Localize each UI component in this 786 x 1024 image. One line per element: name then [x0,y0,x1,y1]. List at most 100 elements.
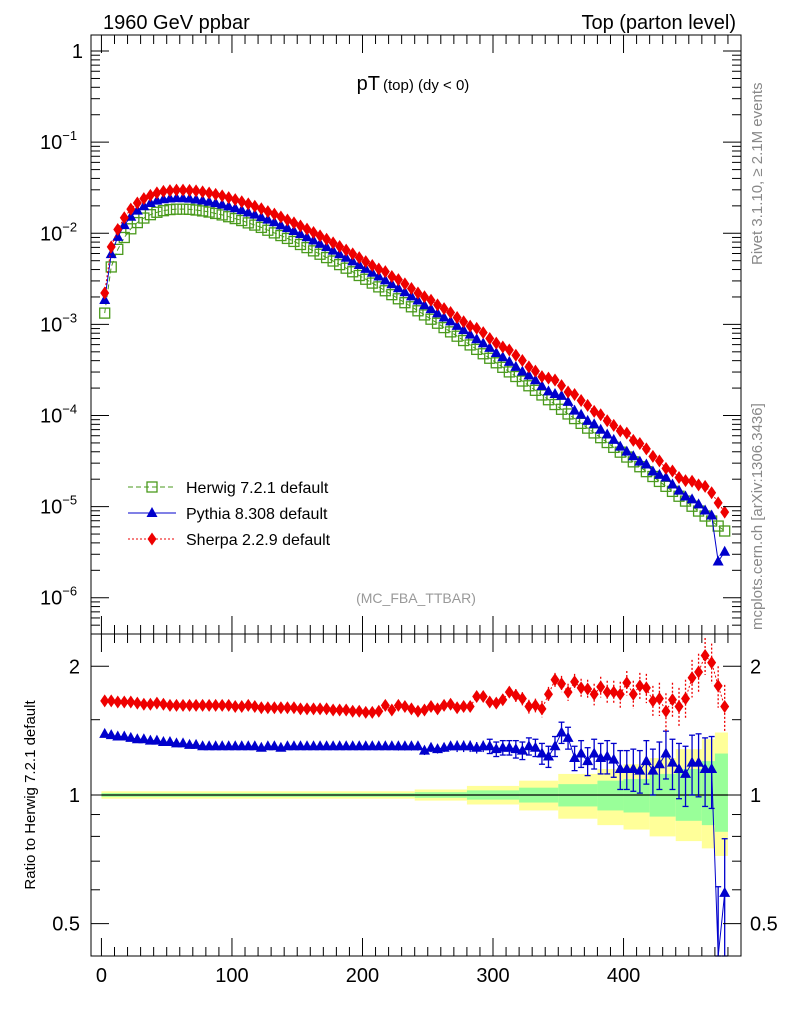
pythia-main-point [308,234,320,245]
sherpa-ratio-point [100,694,110,708]
sherpa-ratio-point [106,694,116,708]
pythia-main-point [614,440,626,451]
sherpa-main-point [100,286,110,300]
sherpa-ratio-point [413,704,423,718]
pythia-main-point [334,248,346,259]
sherpa-main-point [269,207,279,221]
sherpa-main-point [700,479,710,493]
pythia-ratio-point [653,758,665,769]
sherpa-ratio-point [119,695,129,709]
pythia-main-point [660,471,672,482]
herwig-main-point [307,245,320,257]
pythia-ratio-point [673,763,685,774]
pythia-main-point [601,428,613,439]
mcplots-label: mcplots.cern.ch [arXiv:1306.3436] [749,403,766,630]
sherpa-main-point [152,186,162,200]
sherpa-ratio-point [439,698,449,712]
herwig-main-point [320,251,333,264]
sherpa-ratio-point [707,656,717,670]
sherpa-main-point [230,193,240,207]
pythia-main-point [242,206,254,217]
plot-title-sub: (top) (dy < 0) [383,77,469,94]
sherpa-ratio-point [328,703,338,717]
sherpa-main-point [452,311,462,325]
pythia-main-point [608,433,620,444]
pythia-main-point [314,237,326,248]
x-tick-label: 200 [346,965,379,987]
pythia-main-point [138,200,150,211]
sherpa-ratio-point [563,685,573,699]
sherpa-main-point [615,424,625,438]
sherpa-main-point [491,336,501,350]
sherpa-main-point [393,273,403,287]
herwig-main-point [347,266,359,278]
pythia-ratio-point [529,741,541,752]
pythia-ratio-point [99,727,111,738]
x-tick-label: 400 [607,965,640,987]
pythia-ratio-point [706,763,718,774]
sherpa-main-point [217,189,227,203]
pythia-main-point [131,204,143,215]
legend: Herwig 7.2.1 default Pythia 8.308 default… [128,480,331,549]
sherpa-main-point [602,414,612,428]
pythia-main-point [490,347,502,358]
sherpa-main-point [439,302,449,316]
sherpa-ratio-point [667,693,677,707]
main-y-tick-label: 1 [72,41,83,63]
sherpa-main-point [485,331,495,345]
sherpa-main-point [570,388,580,402]
pythia-ratio-point [164,736,176,747]
sherpa-main-point [263,205,273,219]
sherpa-main-point [707,486,717,500]
pythia-main-point [647,465,659,476]
pythia-main-point [262,213,274,224]
sherpa-ratio-point [113,695,123,709]
pythia-ratio-point [536,747,548,758]
sherpa-main-point [211,187,221,201]
sherpa-ratio-point [615,687,625,701]
pythia-main-point [451,319,463,330]
pythia-ratio-point [484,740,496,751]
sherpa-main-point [361,255,371,269]
sherpa-ratio-point [543,687,553,701]
herwig-main-point [405,301,418,313]
pythia-main-point [184,192,196,203]
herwig-main-point [444,326,457,338]
sherpa-main-point [185,183,195,197]
herwig-main-point [301,241,313,254]
sherpa-ratio-point [557,677,567,691]
pythia-main-point [255,211,267,222]
herwig-main-point [386,289,398,301]
pythia-ratio-point [464,740,476,751]
pythia-main-point [399,286,411,297]
herwig-main-point [392,293,405,305]
sherpa-ratio-point [400,700,410,714]
pythia-main-point [425,303,437,314]
pythia-main-point [497,351,509,362]
pythia-main-point [327,244,339,255]
sherpa-main-point [237,195,247,209]
ratio-y-tick-label-left: 1 [69,785,80,807]
pythia-main-point [236,204,248,215]
sherpa-main-point [322,232,332,246]
sherpa-main-point [171,183,181,197]
sherpa-main-point [641,442,651,456]
pythia-ratio-point [510,743,522,754]
sherpa-ratio-point [204,698,214,712]
herwig-main-point [451,330,463,342]
herwig-main-point [196,205,209,217]
pythia-ratio-point [125,731,137,742]
sherpa-main-point [374,262,384,276]
sherpa-ratio-point [517,692,527,706]
sherpa-ratio-point [583,682,593,696]
sherpa-main-point [132,196,142,210]
sherpa-main-point [204,186,214,200]
sherpa-ratio-point [256,701,266,715]
pythia-main-point [197,194,209,205]
herwig-main-point [190,204,202,216]
sherpa-main-point [713,496,723,510]
pythia-main-point [523,369,535,380]
sherpa-main-point [543,371,553,385]
legend-label-sherpa: Sherpa 2.2.9 default [186,532,331,549]
herwig-main-point [418,309,431,321]
